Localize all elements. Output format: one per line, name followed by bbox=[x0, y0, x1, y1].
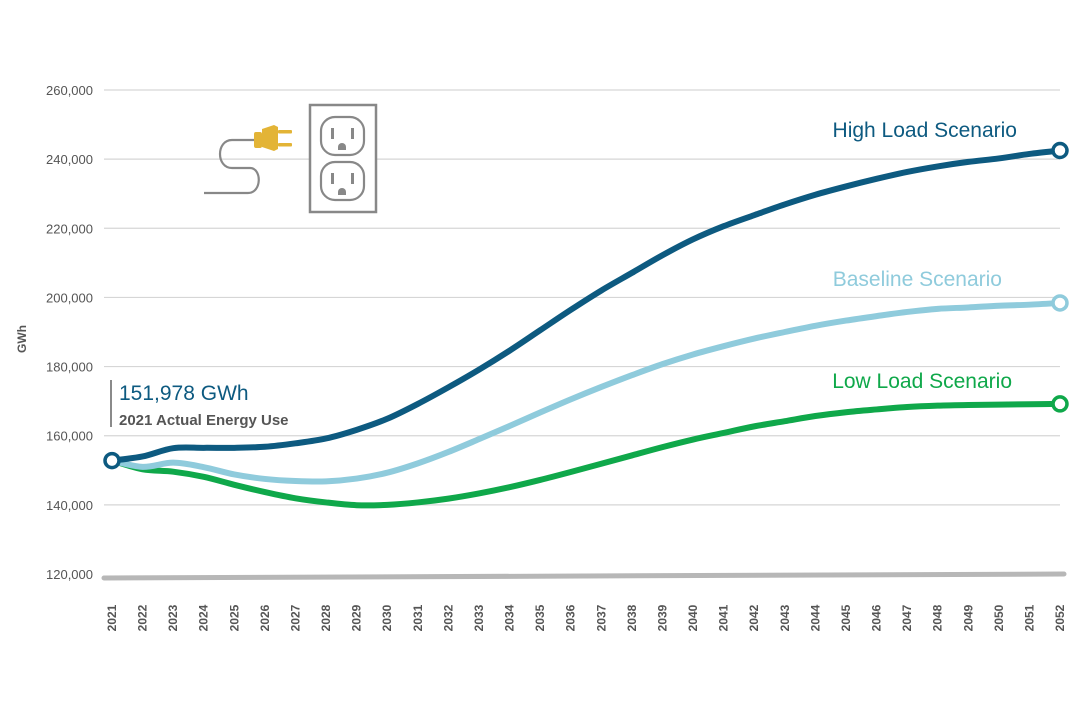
x-tick-label: 2039 bbox=[655, 604, 669, 631]
y-tick-label: 260,000 bbox=[46, 83, 93, 98]
x-axis-ticks: 2021 2022 2023 2024 2025 2026 2027 2028 2029 2030… bbox=[105, 604, 1067, 631]
series-label: Low Load Scenario bbox=[832, 370, 1012, 393]
x-tick-label: 2041 bbox=[717, 604, 731, 631]
x-tick-label: 2052 bbox=[1053, 604, 1067, 631]
x-tick-label: 2044 bbox=[808, 604, 822, 631]
x-tick-label: 2040 bbox=[686, 604, 700, 631]
series-end-marker bbox=[1051, 395, 1069, 413]
x-tick-label: 2032 bbox=[441, 604, 455, 631]
x-tick-label: 2025 bbox=[227, 604, 241, 631]
series-line bbox=[109, 299, 1063, 485]
grid-lines bbox=[104, 89, 1060, 506]
x-tick-label: 2022 bbox=[136, 604, 150, 631]
series-end-marker bbox=[1051, 294, 1069, 312]
x-tick-label: 2038 bbox=[625, 604, 639, 631]
x-tick-label: 2045 bbox=[839, 604, 853, 631]
x-tick-label: 2049 bbox=[961, 604, 975, 631]
x-tick-label: 2042 bbox=[747, 604, 761, 631]
x-tick-label: 2024 bbox=[197, 604, 211, 631]
x-tick-label: 2023 bbox=[166, 604, 180, 631]
series-label: Baseline Scenario bbox=[833, 268, 1002, 291]
y-axis-ticks: 120,000 140,000 160,000 180,000 200,000 220,0… bbox=[46, 83, 93, 582]
series-labels: High Load Scenario Baseline Scenario Low L… bbox=[832, 119, 1017, 393]
x-tick-label: 2033 bbox=[472, 604, 486, 631]
bottom-axis-line bbox=[101, 571, 1067, 581]
x-tick-label: 2043 bbox=[778, 604, 792, 631]
x-tick-label: 2048 bbox=[931, 604, 945, 631]
x-tick-label: 2051 bbox=[1022, 604, 1036, 631]
y-tick-label: 220,000 bbox=[46, 221, 93, 236]
annotation-value: 151,978 GWh bbox=[119, 382, 249, 405]
x-tick-label: 2036 bbox=[564, 604, 578, 631]
series-label: High Load Scenario bbox=[833, 119, 1017, 142]
x-tick-label: 2021 bbox=[105, 604, 119, 631]
plug-and-outlet-illustration bbox=[204, 103, 378, 214]
x-tick-label: 2047 bbox=[900, 604, 914, 631]
x-tick-label: 2026 bbox=[258, 604, 272, 631]
y-axis-label: GWh bbox=[15, 325, 29, 353]
y-tick-label: 160,000 bbox=[46, 429, 93, 444]
actual-2021-annotation: 151,978 GWh 2021 Actual Energy Use bbox=[110, 380, 289, 429]
wall-outlet-icon bbox=[308, 103, 378, 214]
y-tick-label: 120,000 bbox=[46, 567, 93, 582]
y-tick-label: 140,000 bbox=[46, 498, 93, 513]
series-line bbox=[109, 400, 1063, 509]
x-tick-label: 2029 bbox=[350, 604, 364, 631]
x-tick-label: 2037 bbox=[594, 604, 608, 631]
electric-plug-icon bbox=[204, 125, 292, 195]
x-tick-label: 2035 bbox=[533, 604, 547, 631]
y-tick-label: 200,000 bbox=[46, 290, 93, 305]
x-tick-label: 2031 bbox=[411, 604, 425, 631]
x-tick-label: 2030 bbox=[380, 604, 394, 631]
series-line bbox=[109, 147, 1063, 464]
y-tick-label: 180,000 bbox=[46, 360, 93, 375]
x-tick-label: 2046 bbox=[870, 604, 884, 631]
x-tick-label: 2027 bbox=[288, 604, 302, 631]
y-tick-label: 240,000 bbox=[46, 152, 93, 167]
series-end-marker bbox=[1051, 141, 1069, 160]
x-tick-label: 2034 bbox=[503, 604, 517, 631]
x-tick-label: 2050 bbox=[992, 604, 1006, 631]
x-tick-label: 2028 bbox=[319, 604, 333, 631]
start-marker bbox=[103, 451, 121, 470]
annotation-caption: 2021 Actual Energy Use bbox=[119, 412, 289, 429]
series-lines bbox=[103, 141, 1069, 509]
